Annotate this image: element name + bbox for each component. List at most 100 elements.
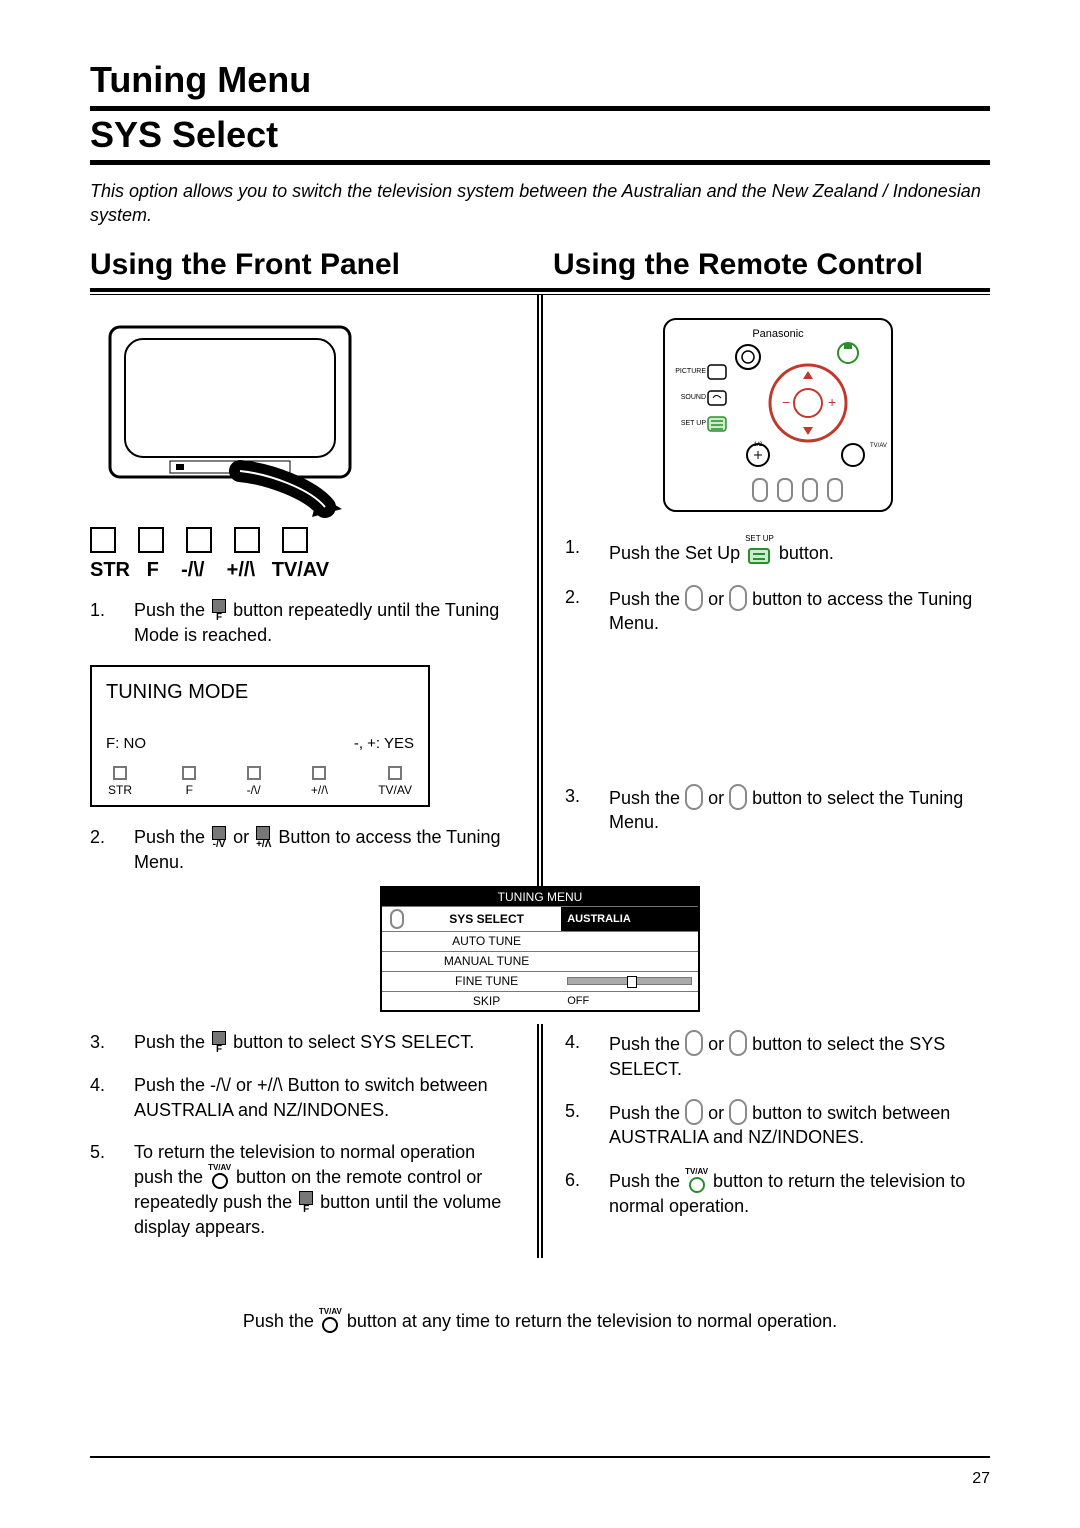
- osd-fno: F: NO: [106, 734, 146, 754]
- front-panel-buttons-row: [90, 527, 515, 553]
- footer-note: Push the TV/AV button at any time to ret…: [90, 1308, 990, 1334]
- tuning-menu-osd: TUNING MENU SYS SELECT AUSTRALIA AUTO TU…: [380, 886, 700, 1013]
- text-part: Push the: [609, 788, 685, 808]
- osd-btn-label: STR: [108, 782, 132, 798]
- left-column-title: Using the Front Panel: [90, 248, 527, 286]
- left-column-b: 3. Push the F button to select SYS SELEC…: [90, 1024, 537, 1257]
- nav-up-icon: [685, 1030, 703, 1056]
- remote-svg: Panasonic PICTURE SOUND SET UP: [658, 315, 898, 515]
- front-step-4: 4. Push the -/\/ or +//\ Button to switc…: [90, 1073, 515, 1122]
- columns-block-a: STR F -/\/ +//\ TV/AV 1. Push the F butt…: [90, 295, 990, 892]
- text-part: Push the Set Up: [609, 543, 745, 563]
- step-number: 3.: [90, 1030, 134, 1055]
- menu-row-slider: [561, 971, 699, 991]
- osd-yes: -, +: YES: [354, 734, 414, 754]
- column-divider: [537, 295, 543, 892]
- nav-up-icon: [685, 585, 703, 611]
- remote-step-6: 6. Push the TV/AV button to return the t…: [565, 1168, 990, 1218]
- osd-btn-label: +//\: [311, 782, 328, 798]
- osd-btn-label: TV/AV: [378, 782, 412, 798]
- front-step-1: 1. Push the F button repeatedly until th…: [90, 598, 515, 647]
- column-headers: Using the Front Panel Using the Remote C…: [90, 248, 990, 286]
- title-rule-thick: [90, 106, 990, 111]
- page-number: 27: [972, 1470, 990, 1488]
- down-button-icon: -/V: [210, 826, 228, 850]
- menu-row-value: [561, 931, 699, 951]
- front-button-down: [186, 527, 212, 553]
- svg-text:SOUND: SOUND: [680, 394, 705, 401]
- step-number: 5.: [565, 1099, 609, 1150]
- svg-text:SET UP: SET UP: [680, 420, 705, 427]
- step-number: 4.: [565, 1030, 609, 1081]
- column-divider: [537, 1024, 543, 1257]
- svg-text:+: +: [828, 394, 836, 410]
- page-title-block: Tuning Menu SYS Select: [90, 60, 990, 165]
- columns-block-b: 3. Push the F button to select SYS SELEC…: [90, 1024, 990, 1257]
- intro-text: This option allows you to switch the tel…: [90, 179, 990, 228]
- tvav-circle-icon: TV/AV: [208, 1164, 231, 1190]
- svg-text:−: −: [782, 394, 790, 410]
- osd-btn-f: F: [182, 766, 196, 798]
- osd-btn-label: -/\/: [247, 782, 261, 798]
- step-text: Push the or button to access the Tuning …: [609, 585, 990, 636]
- tv-svg: [90, 319, 370, 519]
- setup-button-icon: [748, 548, 770, 564]
- text-part: Push the: [134, 827, 210, 847]
- up-button-icon: +/Λ: [254, 826, 273, 850]
- slider-track: [567, 977, 692, 985]
- menu-row-value: [561, 951, 699, 971]
- text-part: button at any time to return the televis…: [347, 1311, 837, 1331]
- text-part: Push the: [609, 589, 685, 609]
- step-text: Push the -/V or +/Λ Button to access the…: [134, 825, 515, 874]
- menu-row-label: SKIP: [412, 991, 561, 1011]
- step-text: Push the or button to select the SYS SEL…: [609, 1030, 990, 1081]
- front-button-str: [90, 527, 116, 553]
- step-text: Push the TV/AV button to return the tele…: [609, 1168, 990, 1218]
- remote-step-1: 1. Push the Set Up SET UP button.: [565, 535, 990, 567]
- svg-text:TV/AV: TV/AV: [870, 443, 887, 449]
- f-button-icon: F: [210, 599, 228, 623]
- step-text: Push the or button to select the Tuning …: [609, 784, 990, 835]
- slider-thumb: [627, 976, 637, 988]
- osd-btn-tvav: TV/AV: [378, 766, 412, 798]
- right-column-b: 4. Push the or button to select the SYS …: [543, 1024, 990, 1257]
- menu-row-label: SYS SELECT: [412, 906, 561, 931]
- text-part: Push the: [609, 1034, 685, 1054]
- setup-tiny-label: SET UP: [745, 535, 774, 543]
- remote-step-3: 3. Push the or button to select the Tuni…: [565, 784, 990, 835]
- front-panel-button-labels: STR F -/\/ +//\ TV/AV: [90, 557, 515, 584]
- tvav-circle-icon: TV/AV: [685, 1168, 708, 1194]
- menu-row-value: OFF: [561, 991, 699, 1011]
- remote-step-4: 4. Push the or button to select the SYS …: [565, 1030, 990, 1081]
- step-number: 2.: [565, 585, 609, 636]
- step-number: 4.: [90, 1073, 134, 1122]
- tvav-circle-icon: TV/AV: [319, 1308, 342, 1334]
- nav-down-icon: [729, 585, 747, 611]
- step-text: Push the F button to select SYS SELECT.: [134, 1030, 515, 1055]
- nav-left-icon: [685, 1099, 703, 1125]
- right-column-title: Using the Remote Control: [533, 248, 990, 286]
- page-title-line1: Tuning Menu: [90, 60, 990, 100]
- menu-row-value: AUSTRALIA: [561, 906, 699, 931]
- step-number: 2.: [90, 825, 134, 874]
- text-part: button to select SYS SELECT.: [233, 1032, 474, 1052]
- osd-btn-str: STR: [108, 766, 132, 798]
- front-step-3: 3. Push the F button to select SYS SELEC…: [90, 1030, 515, 1055]
- bottom-rule: [90, 1456, 990, 1458]
- columns-rule-thick: [90, 288, 990, 292]
- text-part: button.: [779, 543, 834, 563]
- left-column-a: STR F -/\/ +//\ TV/AV 1. Push the F butt…: [90, 295, 537, 892]
- remote-brand: Panasonic: [752, 328, 804, 340]
- nav-pill-icon: [390, 909, 404, 929]
- nav-up-icon: [685, 784, 703, 810]
- step-number: 1.: [565, 535, 609, 567]
- text-part: Push the: [243, 1311, 319, 1331]
- step-number: 1.: [90, 598, 134, 647]
- nav-right-icon: [729, 1099, 747, 1125]
- step-text: To return the television to normal opera…: [134, 1140, 515, 1240]
- step-number: 3.: [565, 784, 609, 835]
- f-button-icon: F: [210, 1031, 228, 1055]
- right-column-a: Panasonic PICTURE SOUND SET UP: [543, 295, 990, 892]
- osd-fno-yes: F: NO -, +: YES: [106, 734, 414, 754]
- f-button-icon: F: [297, 1191, 315, 1215]
